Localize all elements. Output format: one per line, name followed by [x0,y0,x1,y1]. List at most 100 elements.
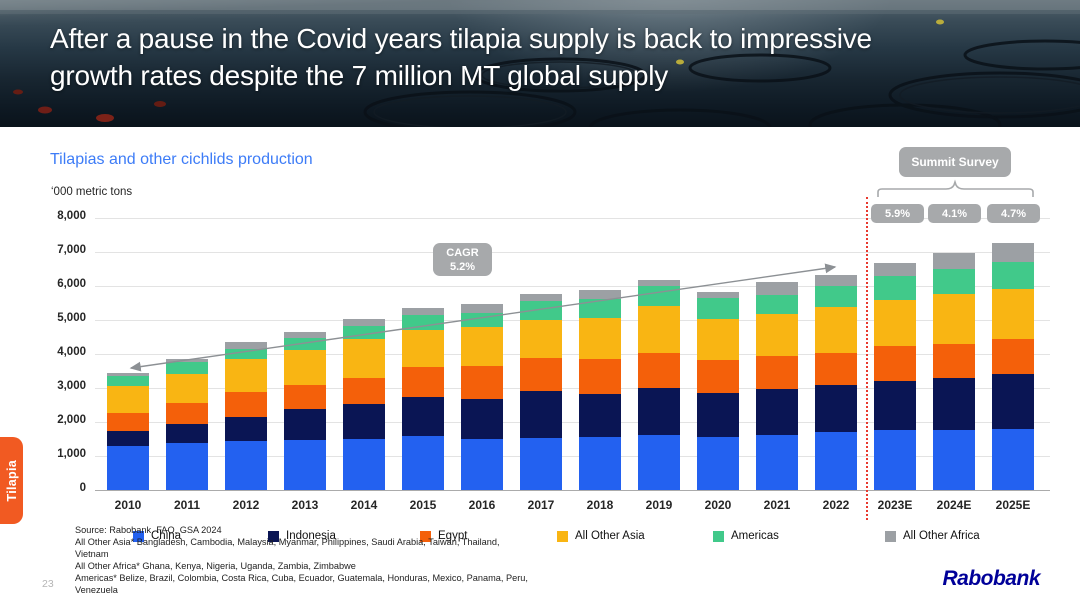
source-line: All Other Africa* Ghana, Kenya, Nigeria,… [75,561,356,571]
y-axis-tick-label: 1,000 [57,448,86,460]
bar-segment-2011-egypt [166,402,208,424]
gridline [95,388,1050,389]
y-axis-tick-label: 0 [79,482,86,494]
gridline [95,218,1050,219]
slide-title: After a pause in the Covid years tilapia… [50,20,1040,94]
bar-segment-2025E-egypt [992,338,1034,375]
source-line: Vietnam [75,549,109,559]
bar-segment-2022-egypt [815,353,857,386]
bar-segment-2012-egypt [225,391,267,418]
bar-segment-2016-americas [461,312,503,327]
legend-label: All Other Africa [903,530,980,542]
source-line: Source: Rabobank, FAO, GSA 2024 [75,525,222,535]
bar-segment-2014-egypt [343,378,385,404]
bar-segment-2023E-egypt [874,346,916,381]
bar-segment-2023E-all-other-africa [874,262,916,277]
x-axis-tick-label-2010: 2010 [114,498,142,512]
slide-title-line-1: After a pause in the Covid years tilapia… [50,23,872,54]
source-notes: Source: Rabobank, FAO, GSA 2024 All Othe… [75,524,528,596]
bar-segment-2010-americas [107,376,149,387]
bar-segment-2018-egypt [579,358,621,394]
bar-segment-2019-indonesia [638,387,680,436]
bar-segment-2020-all-other-asia [697,319,739,361]
stacked-bar-2010 [107,373,149,490]
bar-segment-2023E-all-other-asia [874,299,916,347]
bar-segment-2019-china [638,435,680,490]
stacked-bar-2022 [815,275,857,490]
aquaculture-pens-photo-decoration [0,0,1080,127]
bar-segment-2013-indonesia [284,408,326,441]
bar-segment-2017-china [520,437,562,490]
legend-swatch-icon [885,530,896,542]
bar-segment-2011-china [166,443,208,490]
chart-title: Tilapias and other cichlids production [50,151,313,168]
bar-segment-2024E-all-other-asia [933,294,975,344]
bar-segment-2019-all-other-asia [638,306,680,354]
bar-segment-2016-all-other-africa [461,304,503,313]
legend-swatch-icon [557,530,568,542]
legend-swatch-icon [713,530,724,542]
y-axis-tick-label: 4,000 [57,346,86,358]
chart-units-label: ‘000 metric tons [51,186,133,198]
legend-item-americas: Americas [713,530,779,542]
bar-segment-2016-all-other-asia [461,326,503,367]
bar-segment-2021-all-other-africa [756,282,798,295]
bar-segment-2012-all-other-africa [225,342,267,350]
bar-segment-2020-americas [697,298,739,320]
bar-segment-2011-all-other-asia [166,374,208,403]
bar-segment-2020-indonesia [697,392,739,437]
legend-item-indonesia: Indonesia [268,530,336,542]
bar-segment-2019-americas [638,286,680,307]
bar-segment-2015-americas [402,314,444,331]
gridline [95,252,1050,253]
y-axis-tick-label: 6,000 [57,278,86,290]
cagr-label: CAGR [446,246,479,259]
bar-segment-2018-indonesia [579,393,621,437]
bar-segment-2012-china [225,441,267,490]
bar-segment-2017-indonesia [520,391,562,438]
survey-growth-2023: 5.9% [871,204,924,223]
x-axis-tick-label-2012: 2012 [232,498,260,512]
bar-segment-2010-all-other-asia [107,386,149,413]
legend-item-all-other-asia: All Other Asia [557,530,645,542]
stacked-bar-2024E [933,253,975,490]
section-tab-tilapia[interactable]: Tilapia [0,437,23,524]
bar-segment-2023E-indonesia [874,380,916,431]
bar-segment-2021-egypt [756,356,798,389]
bar-segment-2025E-all-other-asia [992,288,1034,339]
bar-segment-2011-indonesia [166,423,208,444]
y-axis-tick-label: 8,000 [57,210,86,222]
survey-growth-2024: 4.1% [928,204,981,223]
stacked-bar-2014 [343,318,385,490]
stacked-bar-2019 [638,279,680,490]
bar-segment-2019-egypt [638,353,680,388]
bar-segment-2024E-egypt [933,343,975,378]
bar-segment-2018-americas [579,298,621,318]
legend-label: Americas [731,530,779,542]
bar-segment-2024E-china [933,429,975,490]
estimate-divider-line [866,197,868,520]
bar-segment-2024E-americas [933,269,975,295]
cagr-callout: CAGR 5.2% [433,243,492,276]
stacked-bar-2013 [284,331,326,490]
x-axis-tick-label-2025E: 2025E [995,498,1031,512]
bar-segment-2021-indonesia [756,388,798,436]
bar-segment-2015-china [402,435,444,490]
legend-swatch-icon [268,530,279,542]
bar-segment-2015-egypt [402,366,444,397]
bar-segment-2013-americas [284,337,326,351]
bar-segment-2021-china [756,435,798,490]
legend-item-all-other-africa: All Other Africa [885,530,980,542]
x-axis-tick-label-2013: 2013 [291,498,319,512]
bar-segment-2024E-indonesia [933,377,975,430]
stacked-bar-2015 [402,307,444,490]
y-axis-tick-label: 5,000 [57,312,86,324]
bar-segment-2013-china [284,440,326,490]
bar-segment-2025E-americas [992,262,1034,289]
stacked-bar-2023E [874,262,916,490]
survey-growth-2025: 4.7% [987,204,1040,223]
bar-segment-2017-all-other-asia [520,320,562,359]
bar-segment-2010-china [107,445,149,490]
legend-label: Indonesia [286,530,336,542]
bar-segment-2022-indonesia [815,385,857,432]
